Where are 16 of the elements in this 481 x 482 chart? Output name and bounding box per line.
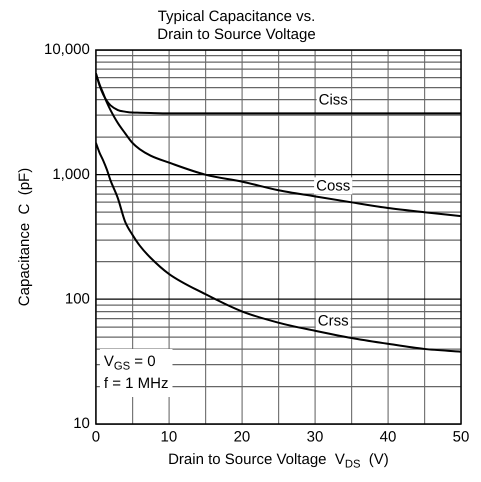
x-tick-label: 40 bbox=[380, 428, 396, 446]
x-tick-label: 50 bbox=[452, 428, 470, 446]
y-tick-label: 100 bbox=[64, 290, 90, 308]
y-axis-title: Capacitance C (pF) bbox=[16, 168, 34, 306]
x-tick-label: 10 bbox=[160, 428, 178, 446]
y-tick-label: 10,000 bbox=[44, 41, 90, 58]
annotation: f = 1 MHz bbox=[104, 375, 168, 392]
y-tick-label: 10 bbox=[73, 415, 90, 432]
x-tick-label: 0 bbox=[92, 428, 100, 446]
series-label: Crss bbox=[318, 312, 349, 330]
y-tick-label: 1,000 bbox=[52, 166, 90, 183]
series-label: Ciss bbox=[318, 92, 348, 109]
x-tick-label: 30 bbox=[306, 428, 324, 446]
series-label: Coss bbox=[316, 177, 350, 194]
chart-title: Typical Capacitance vs. Drain to Source Voltage bbox=[157, 8, 316, 44]
x-tick-label: 20 bbox=[234, 428, 250, 446]
